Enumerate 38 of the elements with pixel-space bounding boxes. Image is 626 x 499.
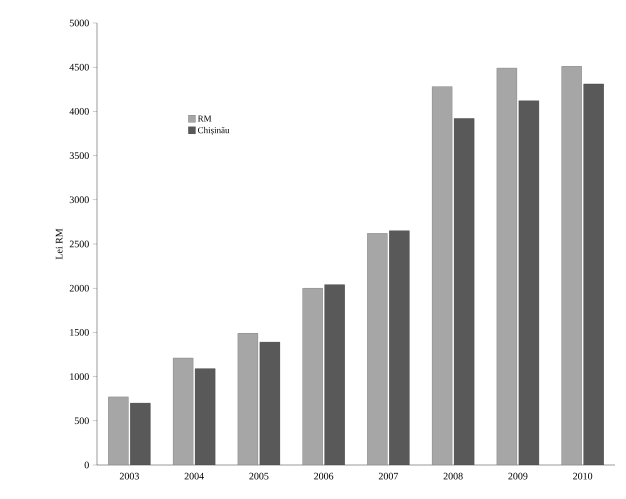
y-tick-label: 1000: [70, 373, 89, 380]
bar: [583, 84, 604, 465]
y-tick-label: 2000: [70, 284, 89, 292]
bar: [432, 86, 452, 465]
bar: [194, 368, 216, 465]
y-tick-label: 5000: [70, 20, 89, 26]
x-tick-label: 2007: [378, 472, 398, 480]
bar: [238, 333, 258, 465]
bar: [518, 100, 540, 465]
x-tick-label: 2004: [184, 472, 204, 480]
x-tick-label: 2010: [573, 472, 592, 480]
y-axis-title: Lei RM: [56, 228, 62, 260]
x-tick-label: 2008: [444, 472, 463, 480]
x-tick-label: 2006: [314, 472, 334, 480]
bar: [454, 118, 474, 465]
y-tick-label: 3500: [70, 152, 89, 159]
legend-label: Chișinău: [198, 126, 230, 136]
y-tick-label: 3000: [70, 196, 89, 204]
y-tick-label: 0: [84, 462, 89, 468]
bar: [172, 358, 194, 465]
y-tick-label: 4000: [69, 108, 89, 115]
y-tick-label: 1500: [70, 329, 89, 336]
bar: [324, 284, 345, 465]
x-tick-label: 2005: [249, 472, 268, 480]
bar: [302, 288, 323, 465]
bar: [496, 68, 518, 465]
y-tick-label: 4500: [69, 64, 89, 71]
y-tick-label: 2500: [70, 240, 89, 248]
bar: [367, 233, 388, 465]
y-tick-label: 500: [74, 417, 89, 424]
x-tick-label: 2009: [508, 472, 528, 480]
bar: [130, 402, 151, 465]
legend-label: RM: [198, 116, 212, 122]
x-tick-label: 2003: [120, 472, 139, 480]
bar: [108, 396, 129, 465]
bar: [561, 66, 582, 465]
bar: [260, 342, 280, 465]
bar: [389, 230, 410, 465]
